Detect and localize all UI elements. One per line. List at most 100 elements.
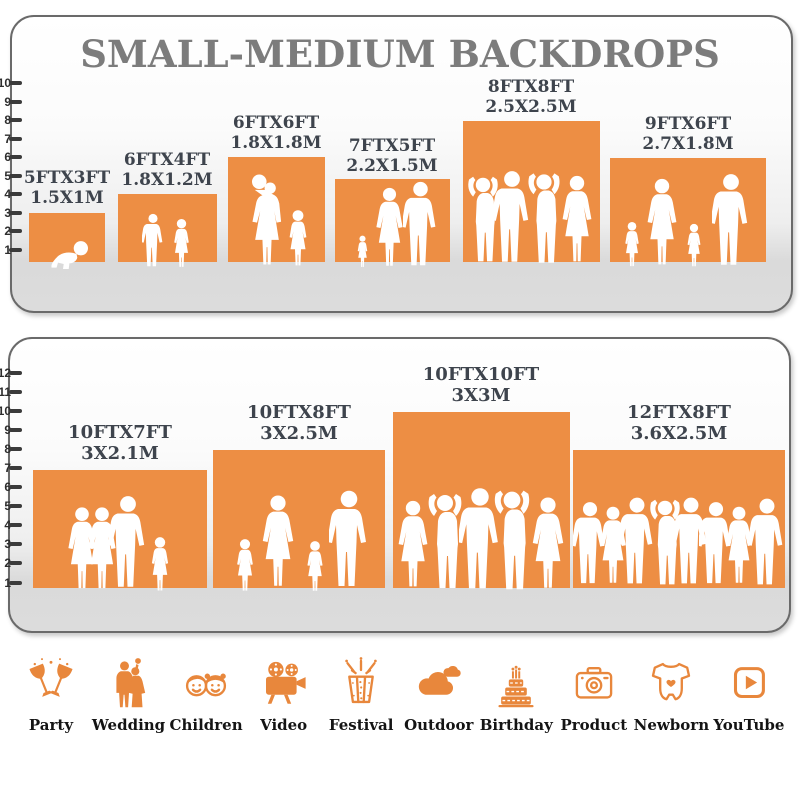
ruler-tick: [9, 561, 22, 565]
category-party: Party: [14, 656, 88, 734]
ruler-number: 4: [4, 187, 11, 201]
size-ft: 9FTX6FT: [644, 114, 732, 134]
ruler-tick: [9, 248, 22, 252]
birthday-icon: [498, 665, 534, 708]
party-icon: [29, 658, 73, 697]
ruler-number: 5: [4, 499, 11, 513]
wedding-icon: [115, 658, 145, 708]
category-youtube: YouTube: [712, 656, 786, 734]
ruler-tick: [9, 211, 22, 215]
ruler-number: 4: [4, 518, 11, 532]
size-ft: 6FTX6FT: [232, 113, 320, 133]
children-icon: [186, 673, 227, 697]
ruler-tick: [9, 155, 22, 159]
size-ft: 12FTX8FT: [627, 402, 731, 423]
ruler-number: 2: [4, 224, 11, 238]
ruler-tick: [9, 485, 22, 489]
size-m: 3X2.1M: [81, 443, 159, 464]
ruler-number: 1: [4, 576, 11, 590]
ruler-number: 8: [4, 442, 11, 456]
backdrop-7ftx5ft: [335, 179, 450, 267]
backdrop-label: 8FTX8FT 2.5X2.5M: [461, 77, 601, 117]
category-row: Party Wedding: [14, 656, 786, 734]
ruler-number: 9: [4, 95, 11, 109]
backdrop-label: 10FTX8FT 3X2.5M: [219, 402, 379, 444]
festival-icon: [345, 657, 377, 704]
people-silhouettes: [398, 488, 564, 590]
people-silhouettes: [625, 174, 748, 267]
ruler-number: 5: [4, 169, 11, 183]
category-video: Video: [247, 656, 321, 734]
ruler-number: 7: [4, 461, 11, 475]
ruler-number: 3: [4, 206, 11, 220]
product-icon: [575, 666, 613, 699]
ruler-number: 8: [4, 113, 11, 127]
size-ft: 10FTX7FT: [68, 422, 172, 443]
ruler-tick: [9, 174, 22, 178]
ruler-tick: [9, 137, 22, 141]
ruler-tick: [9, 523, 22, 527]
ruler-number: 10: [0, 404, 11, 418]
people-silhouettes: [237, 490, 366, 591]
category-label: Product: [560, 716, 628, 734]
people-silhouettes: [357, 181, 436, 267]
backdrop-label: 7FTX5FT 2.2X1.5M: [322, 136, 462, 176]
ruler-tick: [9, 447, 22, 451]
backdrop-6ftx6ft: [228, 157, 325, 266]
backdrop-label: 9FTX6FT 2.7X1.8M: [618, 114, 758, 154]
category-label: YouTube: [713, 716, 785, 734]
backdrop-10ftx8ft: [213, 450, 385, 591]
category-label: Birthday: [479, 716, 553, 734]
size-ft: 6FTX4FT: [123, 150, 211, 170]
ruler-tick: [9, 229, 22, 233]
ruler-tick: [9, 100, 22, 104]
size-m: 2.7X1.8M: [642, 134, 734, 154]
category-label: Video: [260, 716, 308, 734]
backdrop-10ftx10ft: [393, 412, 570, 590]
size-ft: 10FTX10FT: [422, 364, 540, 385]
people-silhouettes: [51, 241, 88, 269]
size-m: 1.5X1M: [30, 188, 104, 208]
backdrop-label: 12FTX8FT 3.6X2.5M: [599, 402, 759, 444]
ruler-tick: [9, 118, 22, 122]
size-ft: 5FTX3FT: [23, 168, 111, 188]
ruler-number: 11: [0, 385, 11, 399]
category-product: Product: [557, 656, 631, 734]
outdoor-icon: [418, 665, 461, 695]
category-label: Children: [169, 716, 243, 734]
ruler-number: 6: [4, 480, 11, 494]
size-m: 2.5X2.5M: [485, 97, 577, 117]
category-label: Wedding: [91, 716, 166, 734]
ruler-tick: [9, 504, 22, 508]
backdrop-label: 10FTX7FT 3X2.1M: [40, 422, 200, 464]
people-silhouettes: [68, 496, 169, 591]
category-outdoor: Outdoor: [402, 656, 476, 734]
ruler-tick: [9, 466, 22, 470]
newborn-icon: [652, 662, 691, 701]
ruler-tick: [9, 371, 22, 375]
backdrop-10ftx7ft: [33, 470, 207, 591]
ruler-tick: [9, 192, 22, 196]
size-ft: 8FTX8FT: [487, 77, 575, 97]
size-m: 1.8X1.8M: [230, 133, 322, 153]
people-silhouettes: [573, 497, 783, 585]
category-label: Outdoor: [404, 716, 474, 734]
ruler-number: 10: [0, 76, 11, 90]
ruler-number: 12: [0, 366, 11, 380]
backdrop-8ftx8ft: [463, 121, 600, 263]
size-m: 2.2X1.5M: [346, 156, 438, 176]
ruler-number: 9: [4, 423, 11, 437]
backdrop-label: 6FTX4FT 1.8X1.2M: [97, 150, 237, 190]
category-children: Children: [169, 656, 243, 734]
backdrop-label: 10FTX10FT 3X3M: [401, 364, 561, 406]
ruler-number: 7: [4, 132, 11, 146]
video-icon: [265, 661, 306, 704]
backdrop-9ftx6ft: [610, 158, 766, 267]
ruler-tick: [9, 81, 22, 85]
backdrop-5ftx3ft: [29, 213, 105, 269]
size-ft: 10FTX8FT: [247, 402, 351, 423]
backdrop-label: 6FTX6FT 1.8X1.8M: [206, 113, 346, 153]
category-label: Newborn: [633, 716, 710, 734]
ruler-tick: [9, 428, 22, 432]
ruler-number: 3: [4, 537, 11, 551]
